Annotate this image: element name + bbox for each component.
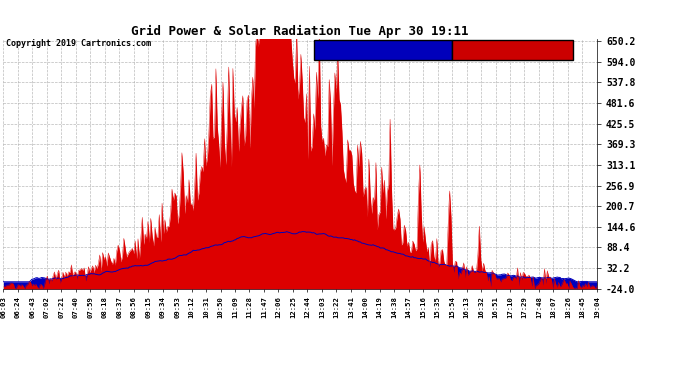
Text: Radiation (w/m2): Radiation (w/m2) <box>317 46 397 55</box>
Text: Grid (AC Watts): Grid (AC Watts) <box>455 46 530 55</box>
Text: Copyright 2019 Cartronics.com: Copyright 2019 Cartronics.com <box>6 39 150 48</box>
Title: Grid Power & Solar Radiation Tue Apr 30 19:11: Grid Power & Solar Radiation Tue Apr 30 … <box>131 25 469 38</box>
